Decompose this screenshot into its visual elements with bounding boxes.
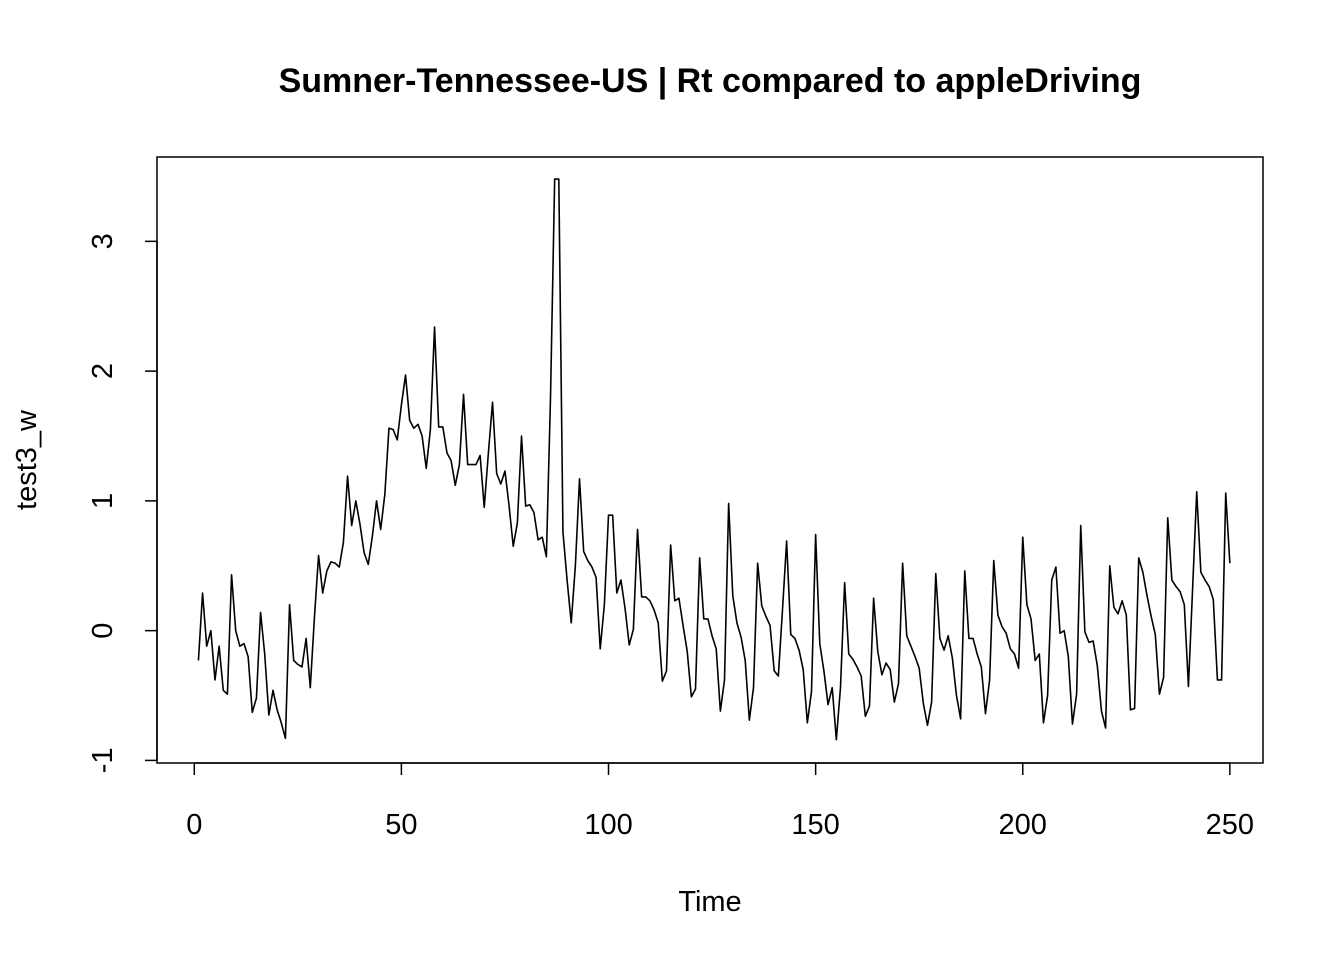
x-tick-label: 150 xyxy=(791,809,839,841)
x-tick-label: 100 xyxy=(584,809,632,841)
y-axis-label: test3_w xyxy=(11,409,43,510)
y-tick-label: 2 xyxy=(87,363,119,379)
x-tick-label: 250 xyxy=(1206,809,1254,841)
chart-title: Sumner-Tennessee-US | Rt compared to app… xyxy=(279,62,1142,100)
x-axis-label: Time xyxy=(678,886,741,918)
y-tick-label: 0 xyxy=(87,623,119,639)
series-line xyxy=(197,178,1231,741)
y-axis: -1 0 1 2 3 xyxy=(87,233,158,774)
x-tick-label: 200 xyxy=(999,809,1047,841)
y-tick-label: 1 xyxy=(87,493,119,509)
x-axis: 0 50 100 150 200 250 xyxy=(186,762,1254,841)
y-tick-label: -1 xyxy=(87,748,119,774)
x-tick-label: 50 xyxy=(385,809,417,841)
x-tick-label: 0 xyxy=(186,809,202,841)
y-tick-label: 3 xyxy=(87,233,119,249)
